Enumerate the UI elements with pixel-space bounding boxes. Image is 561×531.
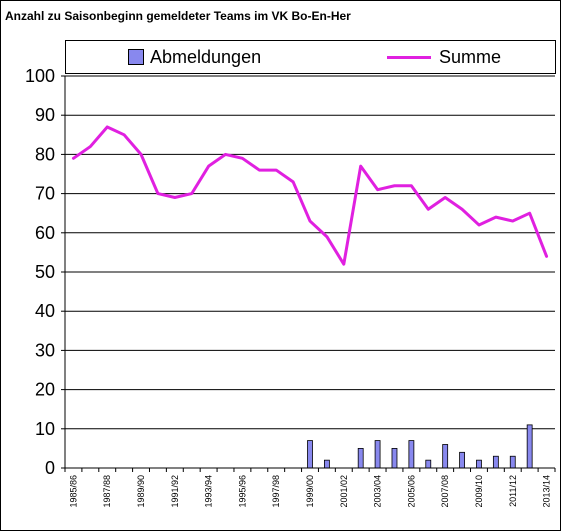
bar-abmeldungen: [526, 424, 533, 469]
x-tick-label: 1987/88: [102, 475, 112, 508]
legend-label-summe: Summe: [439, 46, 502, 67]
x-tick-label: 1997/98: [271, 475, 281, 508]
legend-line-swatch: [387, 55, 431, 59]
y-tick-label: 40: [35, 301, 55, 321]
bar-abmeldungen: [374, 440, 381, 469]
y-tick-label: 50: [35, 262, 55, 282]
x-tick-label: 2013/14: [542, 475, 552, 508]
bar-abmeldungen: [509, 455, 516, 469]
bar-abmeldungen: [442, 444, 449, 469]
bar-abmeldungen: [357, 447, 364, 469]
line-summe: [71, 125, 549, 266]
bar-abmeldungen: [459, 451, 465, 469]
chart-title: Anzahl zu Saisonbeginn gemeldeter Teams …: [5, 9, 351, 23]
x-tick-label: 2001/02: [339, 475, 349, 508]
x-tick-label: 1999/00: [305, 475, 315, 508]
bar-abmeldungen: [391, 447, 398, 469]
y-tick-label: 20: [35, 380, 55, 400]
x-tick-label: 1985/86: [68, 475, 78, 508]
x-tick-label: 2007/08: [440, 475, 450, 508]
x-tick-label: 1995/96: [237, 475, 247, 508]
legend-bar-swatch: [128, 49, 144, 65]
x-tick-label: 1991/92: [170, 475, 180, 508]
legend-label-abmeldungen: Abmeldungen: [150, 46, 262, 67]
legend: Abmeldungen Summe: [65, 40, 556, 74]
y-tick-label: 70: [35, 184, 55, 204]
y-tick-label: 30: [35, 340, 55, 360]
bar-abmeldungen: [307, 440, 313, 469]
y-tick-label: 90: [35, 105, 55, 125]
x-tick-label: 2005/06: [406, 475, 416, 508]
x-tick-label: 1989/90: [136, 475, 146, 508]
bar-abmeldungen: [323, 459, 330, 469]
x-tick-label: 2003/04: [373, 475, 383, 508]
legend-item-abmeldungen: Abmeldungen: [128, 41, 261, 73]
bar-abmeldungen: [425, 459, 432, 469]
y-tick-label: 100: [25, 66, 55, 86]
bar-abmeldungen: [408, 440, 415, 469]
bar-abmeldungen: [492, 455, 499, 469]
x-tick-label: 2009/10: [474, 475, 484, 508]
bar-abmeldungen: [476, 459, 482, 469]
y-tick-label: 10: [35, 419, 55, 439]
legend-item-summe: Summe: [387, 41, 501, 73]
y-tick-label: 60: [35, 223, 55, 243]
y-tick-label: 0: [45, 458, 55, 478]
x-tick-label: 2011/12: [508, 475, 518, 507]
y-tick-label: 80: [35, 144, 55, 164]
x-tick-label: 1993/94: [204, 475, 214, 508]
